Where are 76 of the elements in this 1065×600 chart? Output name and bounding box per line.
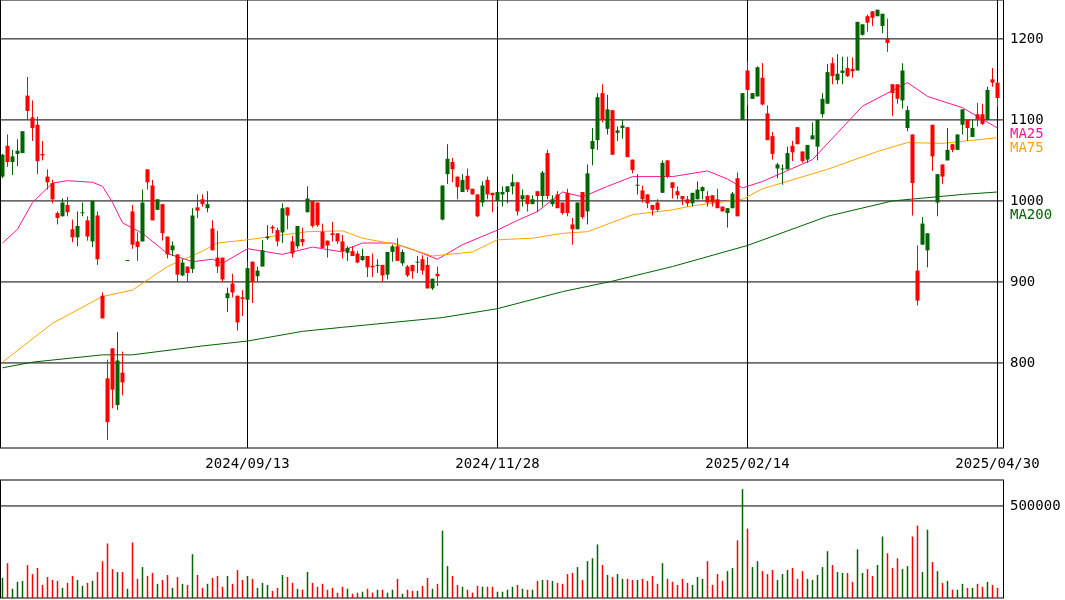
candlestick <box>70 219 75 243</box>
candlestick <box>50 179 55 204</box>
candlestick <box>210 219 215 251</box>
candlestick <box>305 185 310 213</box>
candlestick <box>980 103 985 126</box>
candlestick <box>995 81 1000 108</box>
y-tick-label: 1000 <box>1010 191 1044 208</box>
candlestick <box>780 163 785 186</box>
candlestick <box>385 251 390 280</box>
candlestick <box>480 180 485 208</box>
series-label: MA200 <box>1010 205 1053 222</box>
line-series <box>2 82 998 264</box>
x-tick-label: 2024/09/13 <box>205 455 290 471</box>
candlestick <box>590 127 595 166</box>
candlestick <box>395 237 400 262</box>
candlestick <box>145 168 150 191</box>
candlestick <box>85 215 90 242</box>
candlestick <box>885 18 890 53</box>
x-tick-label: 2025/02/14 <box>705 455 790 471</box>
line-series <box>2 137 998 363</box>
candlestick <box>415 255 420 274</box>
candlestick <box>65 196 70 217</box>
candlestick <box>535 190 540 213</box>
y-tick-label: 900 <box>1010 272 1036 289</box>
candlestick <box>295 225 300 250</box>
x-tick-label: 2024/11/28 <box>455 455 540 471</box>
candlestick <box>570 217 575 246</box>
candlestick <box>340 234 345 259</box>
candlestick <box>220 257 225 283</box>
candlestick <box>940 163 945 185</box>
candlestick <box>540 170 545 208</box>
y-tick-label: 500000 <box>1010 496 1061 513</box>
candlestick <box>605 94 610 135</box>
candlestick <box>10 149 15 176</box>
candlestick <box>25 76 30 121</box>
candlestick <box>225 287 230 313</box>
series-label: MA75 <box>1010 138 1044 155</box>
y-tick-label: 1100 <box>1010 110 1044 127</box>
candlestick <box>635 173 640 195</box>
candlestick <box>195 193 200 219</box>
candlestick <box>175 253 180 283</box>
candlestick <box>250 261 255 304</box>
candlestick <box>315 202 320 228</box>
candlestick <box>960 108 965 135</box>
candlestick <box>375 258 380 274</box>
candlestick <box>205 190 210 213</box>
y-tick-label: 1200 <box>1010 29 1044 46</box>
candlestick <box>425 256 430 289</box>
candlestick <box>840 56 845 85</box>
candlestick <box>75 210 80 247</box>
candlestick <box>835 53 840 85</box>
candlestick <box>290 235 295 259</box>
series-label: MA25 <box>1010 124 1044 141</box>
candlestick <box>300 227 305 247</box>
candlestick <box>565 188 570 217</box>
candlestick <box>790 140 795 162</box>
candlestick <box>895 83 900 105</box>
candlestick <box>275 227 280 247</box>
y-tick-label: 800 <box>1010 353 1036 370</box>
candlestick <box>745 61 750 106</box>
x-tick-label: 2025/04/30 <box>955 455 1040 471</box>
candlestick <box>510 173 515 195</box>
candlestick <box>905 105 910 132</box>
candlestick <box>100 291 105 319</box>
candlestick <box>5 133 10 168</box>
candlestick <box>990 67 995 88</box>
candlestick <box>285 206 290 230</box>
candlestick <box>450 157 455 183</box>
candlestick <box>725 207 730 229</box>
candlestick <box>445 143 450 185</box>
candlestick <box>0 153 5 179</box>
candlestick <box>475 193 480 218</box>
candlestick <box>945 127 950 161</box>
candlestick <box>830 57 835 85</box>
candlestick <box>260 239 265 268</box>
candlestick <box>120 351 125 396</box>
